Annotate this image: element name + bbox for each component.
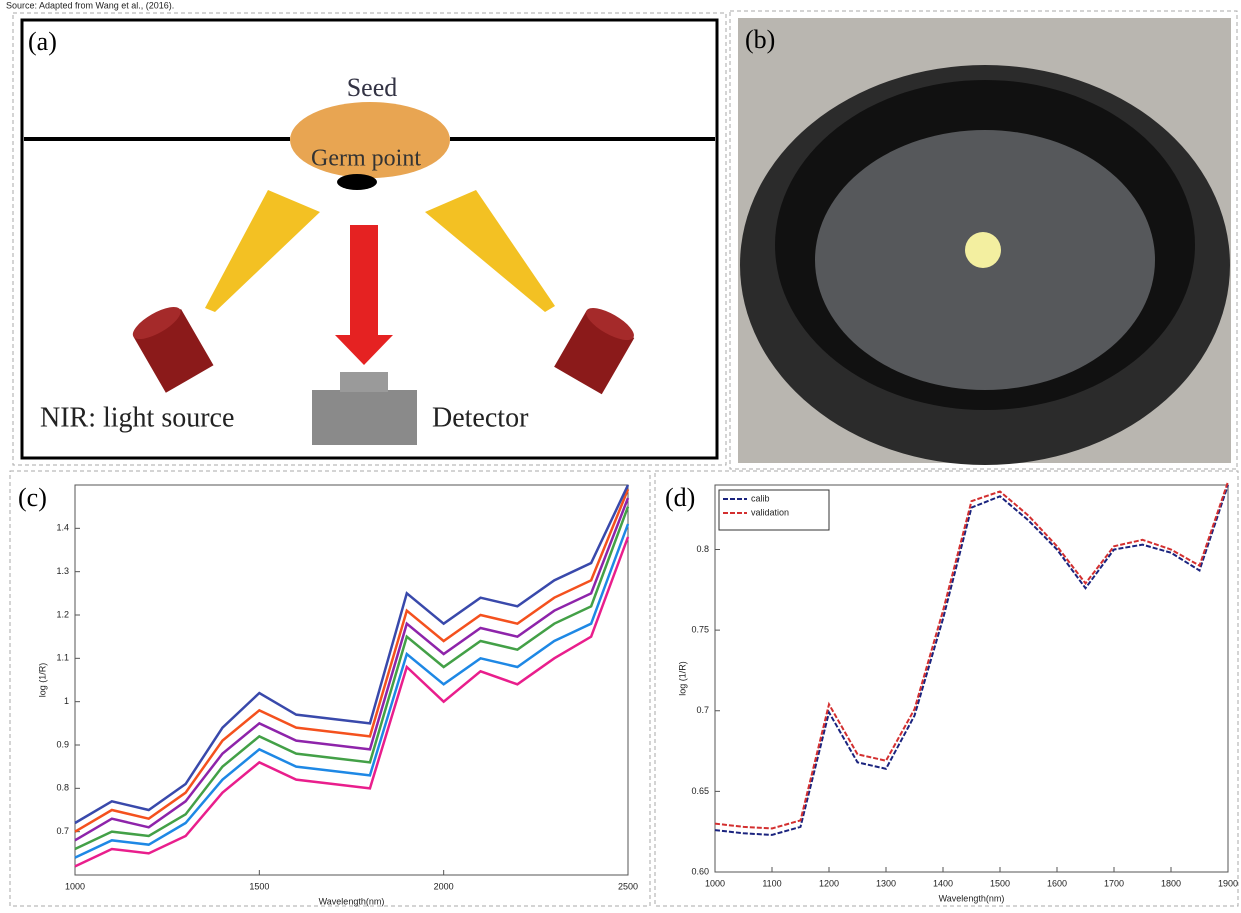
y-axis-label: log (1/R) <box>37 663 47 698</box>
panel-b: (b) <box>738 18 1231 465</box>
x-tick-label: 1000 <box>65 881 85 891</box>
y-tick-label: 1.2 <box>56 609 69 619</box>
y-tick-label: 0.8 <box>56 783 69 793</box>
germ-label: Germ point <box>311 146 421 172</box>
x-tick-label: 1000 <box>705 878 725 888</box>
x-tick-label: 1700 <box>1104 878 1124 888</box>
y-tick-label: 0.7 <box>56 826 69 836</box>
x-axis-label: Wavelength(nm) <box>319 896 385 906</box>
x-tick-label: 1400 <box>933 878 953 888</box>
panel-label: (c) <box>18 483 47 512</box>
y-tick-label: 1.4 <box>56 523 69 533</box>
plot-area <box>75 485 628 875</box>
x-tick-label: 1100 <box>762 878 781 888</box>
x-tick-label: 1600 <box>1047 878 1067 888</box>
y-tick-label: 1 <box>64 696 69 706</box>
y-tick-label: 0.75 <box>691 625 709 635</box>
seed-label: Seed <box>347 73 398 102</box>
panel-label: (a) <box>28 27 57 56</box>
x-tick-label: 1900 <box>1218 878 1238 888</box>
detector-label: Detector <box>432 402 529 433</box>
y-tick-label: 0.7 <box>696 705 709 715</box>
x-tick-label: 1800 <box>1161 878 1181 888</box>
legend-label: validation <box>751 507 789 517</box>
x-tick-label: 2000 <box>434 881 454 891</box>
legend-label: calib <box>751 493 770 503</box>
panel-a: (a) Seed Germ point NIR: light source De… <box>22 20 717 458</box>
x-tick-label: 1500 <box>990 878 1010 888</box>
caption: Source: Adapted from Wang et al., (2016)… <box>6 0 174 10</box>
y-tick-label: 1.3 <box>56 566 69 576</box>
page: {"caption":"Source: Adapted from Wang et… <box>0 0 1241 908</box>
x-tick-label: 1500 <box>249 881 269 891</box>
x-tick-label: 2500 <box>618 881 638 891</box>
panel-label: (d) <box>665 483 695 512</box>
source-label: NIR: light source <box>40 402 234 433</box>
y-tick-label: 0.9 <box>56 739 69 749</box>
y-axis-label: log (1/R) <box>677 661 687 696</box>
x-tick-label: 1200 <box>819 878 839 888</box>
y-tick-label: 1.1 <box>56 653 69 663</box>
figure: Source: Adapted from Wang et al., (2016)… <box>0 0 1241 908</box>
y-tick-label: 0.65 <box>691 786 709 796</box>
y-tick-label: 0.8 <box>696 544 709 554</box>
x-axis-label: Wavelength(nm) <box>939 893 1005 903</box>
x-tick-label: 1300 <box>876 878 896 888</box>
panel-label: (b) <box>745 25 775 54</box>
y-tick-label: 0.60 <box>691 866 709 876</box>
